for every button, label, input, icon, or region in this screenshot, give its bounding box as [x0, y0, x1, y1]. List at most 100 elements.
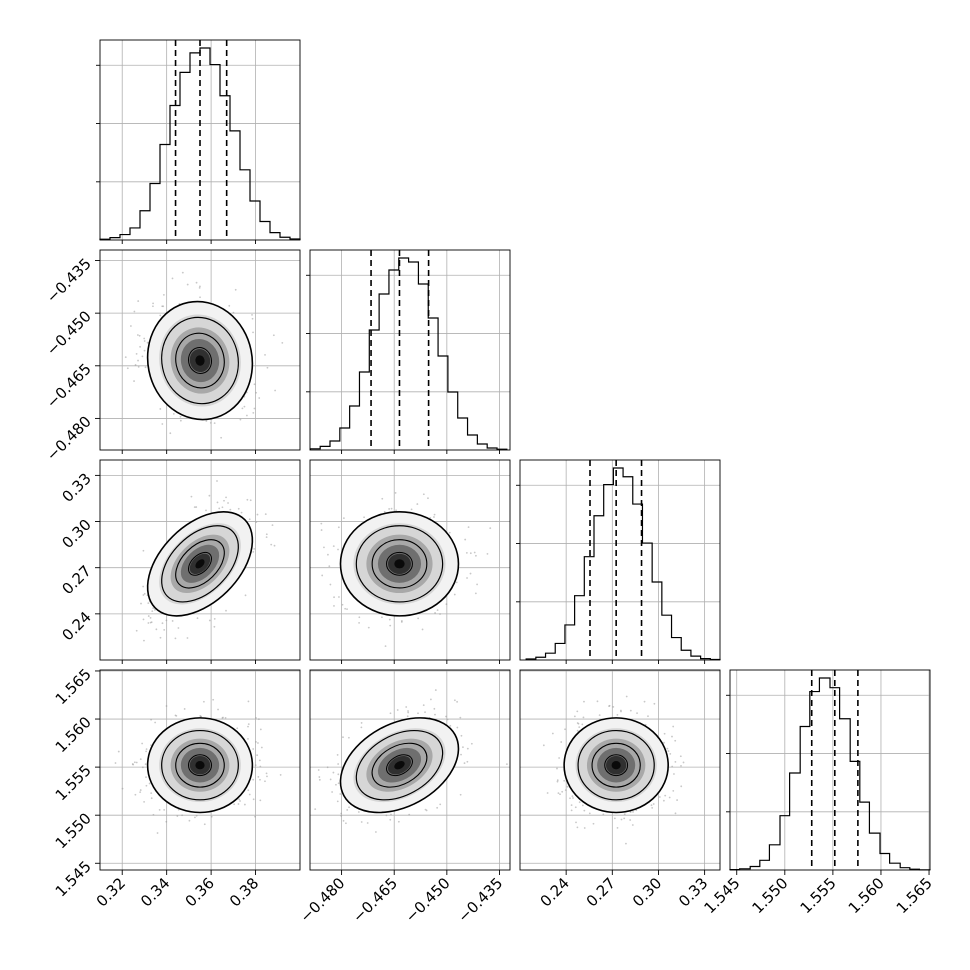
sample-point: [203, 823, 206, 826]
sample-point: [407, 711, 410, 714]
sample-point: [148, 782, 151, 785]
sample-point: [383, 510, 386, 513]
sample-point: [575, 821, 577, 824]
sample-point: [217, 708, 219, 711]
sample-point: [213, 625, 216, 628]
sample-point: [248, 518, 251, 521]
sample-point: [143, 592, 146, 595]
sample-point: [658, 796, 661, 798]
sample-point: [576, 710, 579, 713]
sample-point: [150, 797, 153, 800]
hist-grid-2: [520, 460, 720, 660]
sample-point: [194, 816, 196, 819]
sample-point: [676, 799, 678, 801]
sample-point: [259, 728, 262, 731]
sample-point: [329, 583, 332, 586]
sample-point: [456, 726, 459, 729]
sample-point: [196, 617, 199, 620]
sample-point: [257, 718, 260, 721]
sample-point: [208, 619, 211, 622]
sample-point: [463, 762, 466, 765]
sample-point: [436, 609, 439, 612]
xtick-label-1-1: −0.465: [349, 874, 401, 926]
sample-point: [652, 803, 655, 805]
sample-point: [489, 527, 492, 530]
sample-point: [581, 804, 584, 807]
sample-point: [133, 310, 136, 313]
sample-point: [256, 513, 259, 516]
sample-point: [255, 521, 258, 524]
sample-point: [281, 341, 284, 344]
sample-point: [342, 819, 345, 822]
sample-point: [408, 813, 411, 816]
sample-point: [389, 712, 392, 715]
sample-point: [405, 706, 408, 708]
sample-point: [186, 637, 189, 639]
sample-point: [135, 629, 138, 632]
sample-point: [264, 780, 266, 783]
sample-point: [179, 415, 182, 418]
hist-frame-2: [519, 459, 721, 661]
sample-point: [133, 761, 136, 764]
xtick-label-1-3: −0.435: [454, 874, 506, 926]
sample-point: [335, 783, 337, 786]
hist-panel-3: [726, 669, 931, 871]
sample-point: [561, 790, 564, 793]
sample-point: [613, 817, 616, 820]
sample-point: [572, 797, 574, 799]
sample-point: [583, 809, 586, 812]
ytick-label-3-2: 1.555: [52, 761, 95, 804]
sample-point: [592, 822, 595, 825]
sample-point: [474, 592, 477, 595]
sample-point: [237, 507, 240, 510]
sample-point: [556, 779, 559, 782]
sample-point: [152, 607, 155, 610]
sample-point: [146, 341, 149, 344]
sample-point: [243, 405, 246, 408]
sample-point: [252, 748, 255, 750]
sample-point: [620, 709, 622, 712]
sample-point: [570, 804, 573, 807]
sample-point: [135, 352, 138, 355]
sample-point: [238, 798, 241, 801]
sample-point: [329, 778, 332, 781]
sample-point: [169, 432, 172, 435]
sample-point: [340, 812, 343, 815]
sample-point: [433, 707, 436, 710]
hist-frame-3: [729, 669, 931, 871]
ytick-label-1-2: −0.450: [43, 307, 95, 359]
sample-point: [358, 621, 360, 624]
density-frame-1-2: [309, 459, 511, 661]
sample-point: [147, 602, 150, 605]
xtick-label-3-1: 1.550: [749, 874, 792, 917]
sample-point: [252, 798, 255, 801]
hist-panel-1: [306, 249, 511, 451]
sample-point: [433, 513, 436, 516]
sample-point: [556, 780, 559, 783]
sample-point: [149, 621, 152, 624]
sample-point: [576, 729, 579, 732]
sample-point: [174, 637, 177, 640]
sample-point: [126, 367, 129, 370]
sample-point: [271, 524, 274, 527]
density-level-5: [195, 559, 205, 569]
hist-step-3: [729, 677, 931, 871]
sample-point: [272, 334, 275, 337]
sample-point: [422, 493, 425, 496]
sample-point: [632, 811, 634, 813]
sample-point: [558, 757, 561, 759]
sample-point: [265, 772, 268, 775]
xtick-label-0-3: 0.38: [226, 874, 262, 910]
sample-point: [134, 364, 137, 366]
sample-point: [582, 716, 585, 719]
density-frame-2-3: [519, 669, 721, 871]
density-panel-0-3: [99, 669, 301, 871]
sample-point: [556, 767, 558, 770]
density-level-5: [611, 761, 621, 770]
sample-point: [389, 624, 392, 627]
sample-point: [672, 789, 675, 792]
sample-point: [546, 792, 549, 794]
sample-point: [141, 766, 144, 769]
sample-point: [145, 748, 148, 751]
density-level-5: [394, 761, 405, 770]
